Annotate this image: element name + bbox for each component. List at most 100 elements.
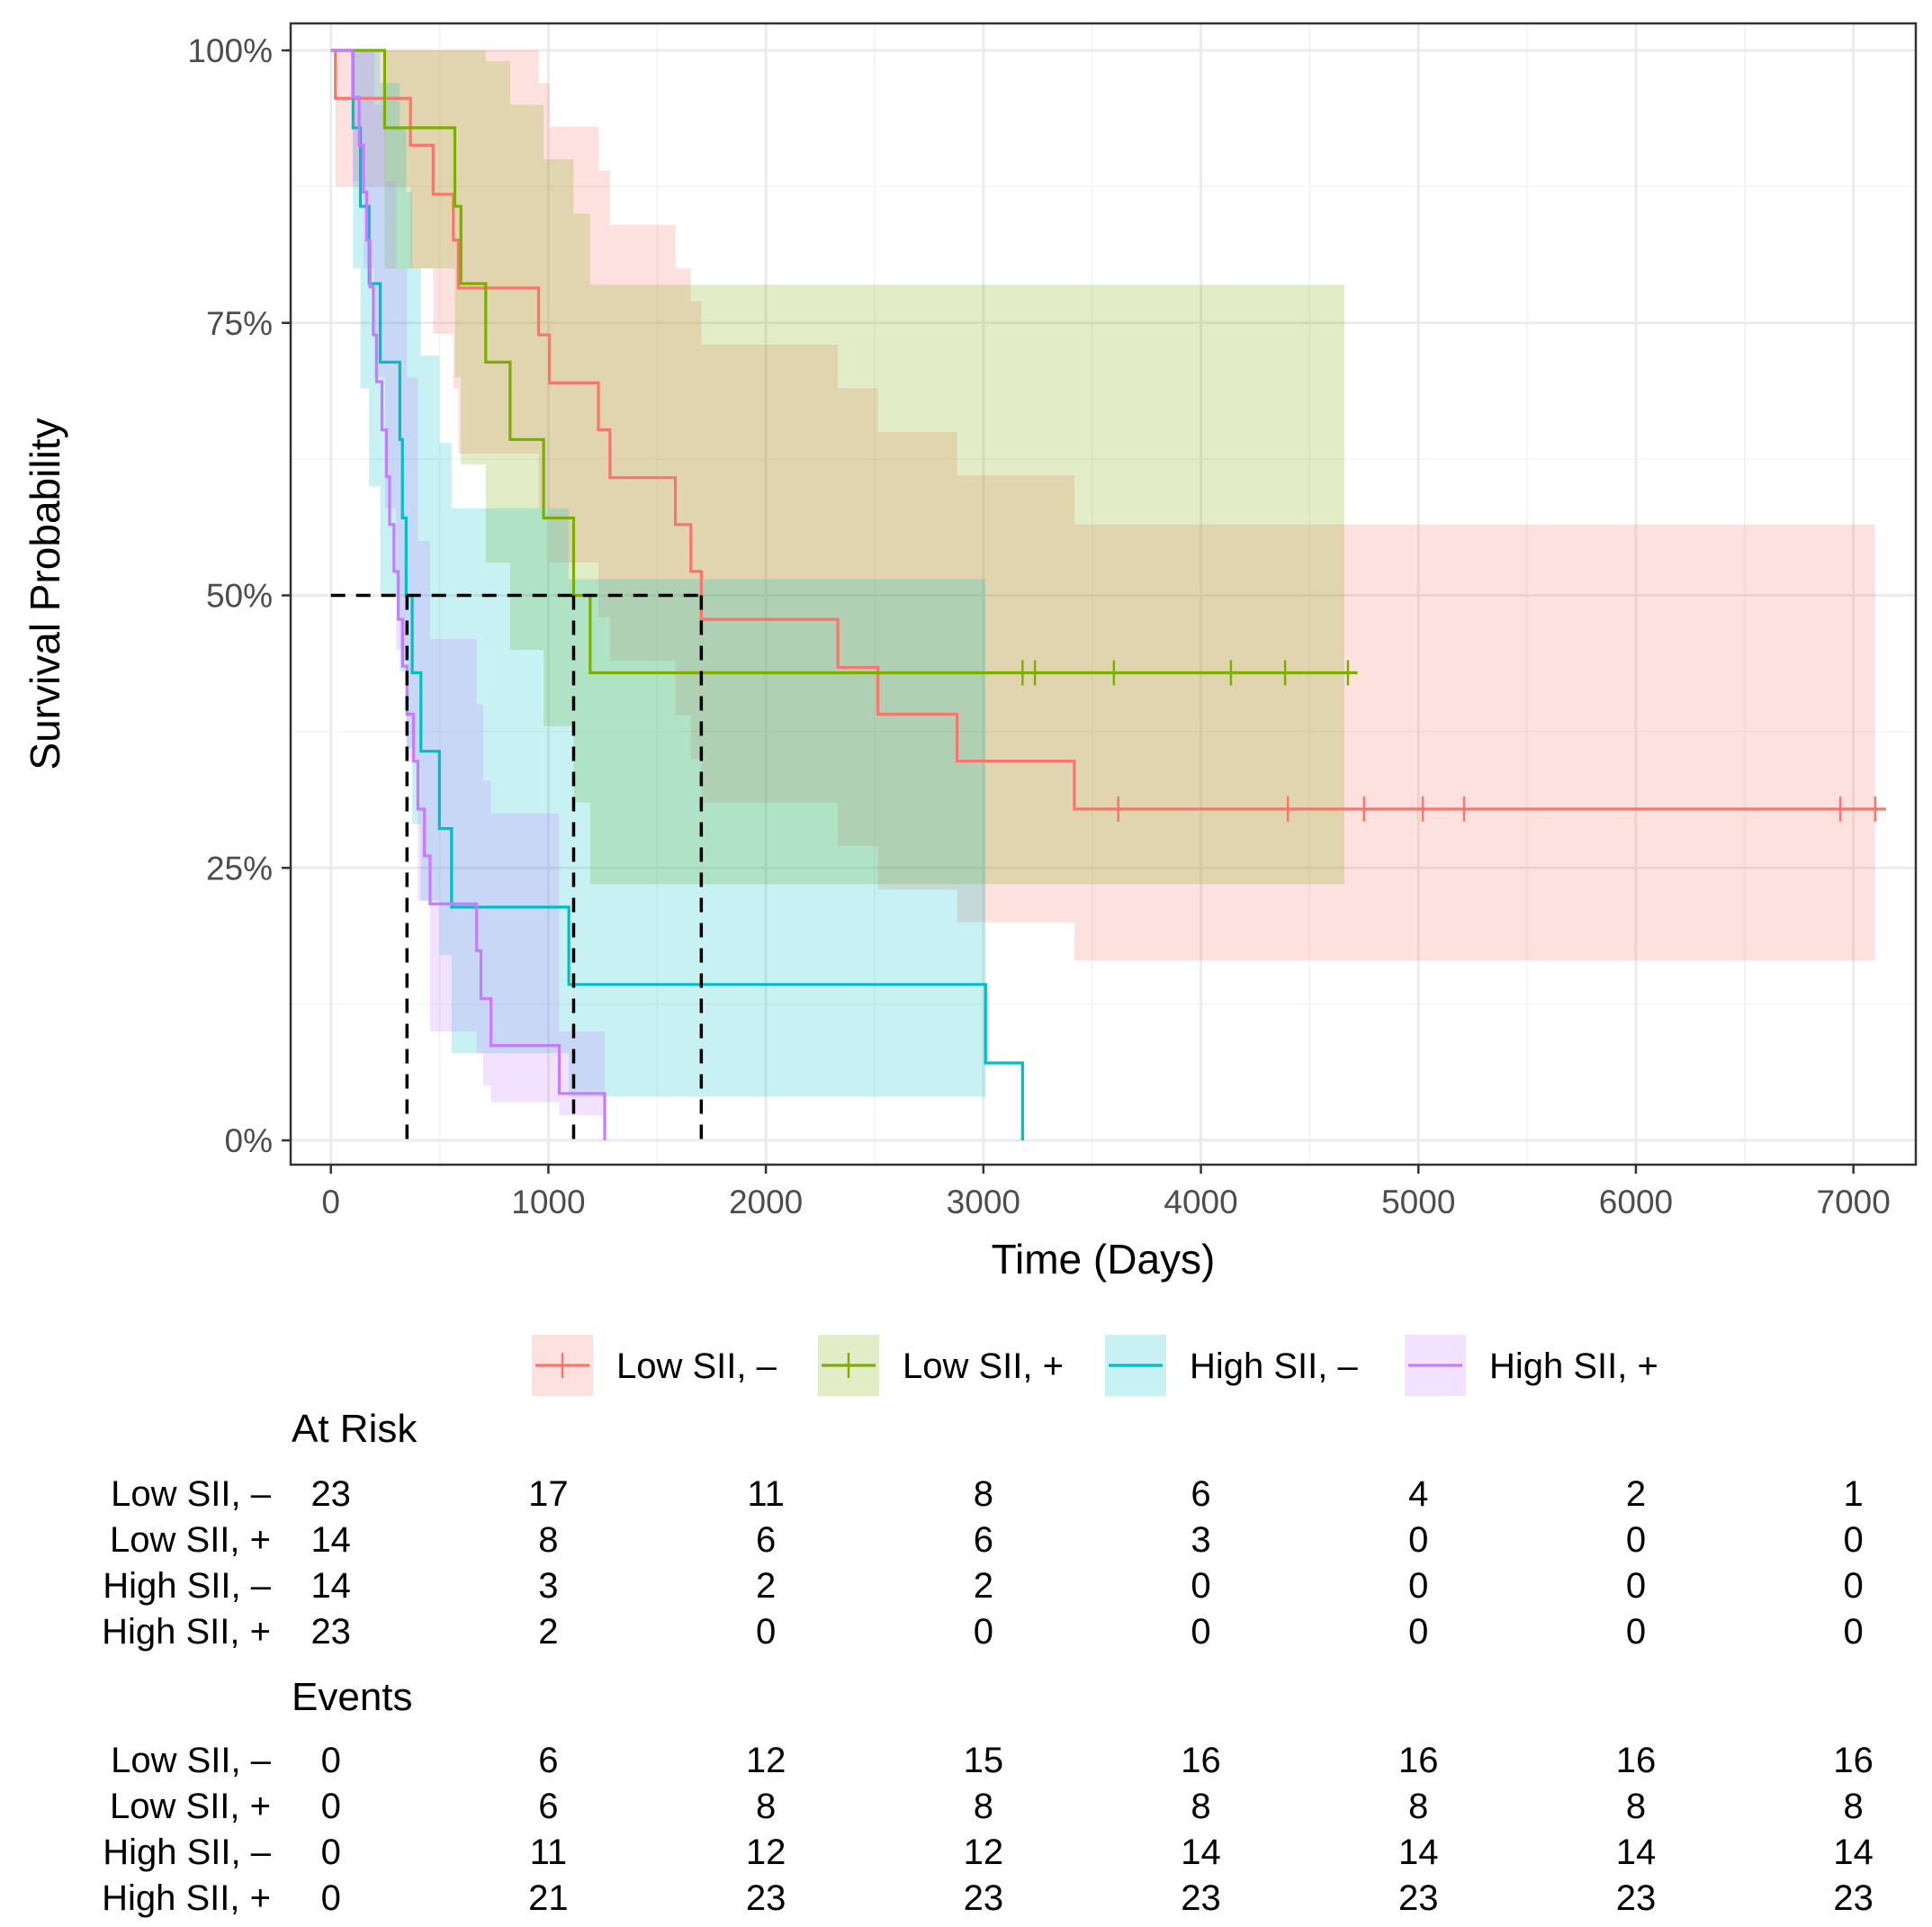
table-cell: 6 <box>538 1741 558 1780</box>
legend-item: High SII, – <box>1105 1335 1359 1396</box>
legend-item: Low SII, – <box>532 1335 777 1396</box>
table-cell: 8 <box>974 1787 993 1826</box>
table-cell: 0 <box>1626 1566 1646 1606</box>
table-cell: 8 <box>538 1520 558 1560</box>
table-cell: 16 <box>1833 1741 1874 1780</box>
table-cell: 0 <box>1626 1612 1646 1652</box>
table-cell: 23 <box>964 1878 1004 1918</box>
table-cell: 0 <box>321 1878 341 1918</box>
survival-curve-3 <box>330 49 607 1140</box>
table-cell: 12 <box>746 1832 786 1872</box>
table-cell: 14 <box>310 1566 351 1606</box>
table-row-label: High SII, – <box>103 1832 272 1872</box>
table-cell: 0 <box>321 1787 341 1826</box>
table-cell: 21 <box>528 1878 569 1918</box>
table-cell: 14 <box>1616 1832 1657 1872</box>
table-cell: 0 <box>1408 1566 1428 1606</box>
survival-curve-0 <box>330 49 1886 811</box>
table-cell: 8 <box>756 1787 776 1826</box>
table-cell: 23 <box>1833 1878 1874 1918</box>
x-tick-label: 7000 <box>1817 1184 1891 1220</box>
legend-label: Low SII, – <box>616 1346 777 1386</box>
legend-label: High SII, – <box>1190 1346 1359 1386</box>
table-cell: 12 <box>746 1741 786 1780</box>
axes: 0 1000 2000 3000 4000 5000 6000 7000 0% 25% 50% 75%… <box>187 32 1890 1220</box>
ci-band-0 <box>330 50 1875 961</box>
x-tick-label: 4000 <box>1164 1184 1237 1220</box>
x-tick-label: 0 <box>321 1184 340 1220</box>
table-cell: 6 <box>974 1520 993 1560</box>
table-cell: 23 <box>310 1612 351 1652</box>
ci-band-1 <box>330 50 1345 885</box>
table-cell: 0 <box>1844 1566 1864 1606</box>
table-cell: 23 <box>1616 1878 1657 1918</box>
table-cell: 0 <box>1191 1612 1210 1652</box>
table-cell: 3 <box>1191 1520 1210 1560</box>
table-cell: 23 <box>746 1878 786 1918</box>
table-cell: 1 <box>1844 1474 1864 1514</box>
table-cell: 0 <box>1408 1520 1428 1560</box>
table-cell: 23 <box>310 1474 351 1514</box>
table-cell: 0 <box>1191 1566 1210 1606</box>
table-cell: 23 <box>1181 1878 1221 1918</box>
table-cell: 11 <box>747 1474 785 1514</box>
table-cell: 2 <box>538 1612 558 1652</box>
table-cell: 0 <box>1844 1520 1864 1560</box>
table-cell: 8 <box>1408 1787 1428 1826</box>
table-cell: 4 <box>1408 1474 1428 1514</box>
table-cell: 12 <box>964 1832 1004 1872</box>
table-cell: 0 <box>1408 1612 1428 1652</box>
table-cell: 8 <box>1191 1787 1210 1826</box>
table-cell: 6 <box>538 1787 558 1826</box>
table-cell: 6 <box>756 1520 776 1560</box>
events_table-title: Events <box>292 1675 413 1719</box>
table-cell: 0 <box>756 1612 776 1652</box>
table-cell: 16 <box>1398 1741 1439 1780</box>
y-tick-label: 100% <box>187 32 273 69</box>
x-tick-label: 6000 <box>1599 1184 1673 1220</box>
table-cell: 16 <box>1181 1741 1221 1780</box>
risk_table-title: At Risk <box>292 1407 418 1451</box>
x-tick-label: 1000 <box>511 1184 585 1220</box>
legend: Low SII, – Low SII, + High SII, – High SII,… <box>532 1335 1658 1396</box>
table-row-label: High SII, + <box>102 1878 271 1918</box>
y-tick-label: 25% <box>206 850 273 887</box>
table-cell: 0 <box>1844 1612 1864 1652</box>
table-cell: 11 <box>530 1832 568 1872</box>
grid <box>291 23 1916 1165</box>
table-row-label: Low SII, + <box>110 1787 271 1826</box>
table-cell: 8 <box>1626 1787 1646 1826</box>
legend-label: High SII, + <box>1489 1346 1658 1386</box>
table-row-label: High SII, + <box>102 1612 271 1652</box>
ci-band-3 <box>330 50 606 1116</box>
table-cell: 23 <box>1398 1878 1439 1918</box>
table-row-label: Low SII, – <box>111 1741 272 1780</box>
x-tick-label: 5000 <box>1381 1184 1455 1220</box>
table-cell: 2 <box>974 1566 993 1606</box>
plot-border <box>289 22 1918 1166</box>
x-tick-label: 2000 <box>729 1184 803 1220</box>
y-tick-label: 0% <box>225 1122 273 1159</box>
ci-band-2 <box>330 50 986 1097</box>
table-cell: 14 <box>310 1520 351 1560</box>
table-cell: 3 <box>538 1566 558 1606</box>
table-cell: 0 <box>321 1832 341 1872</box>
y-tick-label: 50% <box>206 578 273 615</box>
table-cell: 0 <box>974 1612 993 1652</box>
legend-item: Low SII, + <box>818 1335 1064 1396</box>
table-row-label: Low SII, – <box>111 1474 272 1514</box>
table-cell: 2 <box>756 1566 776 1606</box>
median-lines <box>330 593 704 1140</box>
survival-curve-1 <box>330 49 1358 675</box>
table-row-label: High SII, – <box>103 1566 272 1606</box>
table-cell: 16 <box>1616 1741 1657 1780</box>
table-cell: 0 <box>1626 1520 1646 1560</box>
table-cell: 8 <box>1844 1787 1864 1826</box>
table-cell: 14 <box>1833 1832 1874 1872</box>
table-cell: 17 <box>528 1474 569 1514</box>
confidence-bands <box>330 50 1875 1116</box>
legend-item: High SII, + <box>1405 1335 1658 1396</box>
y-tick-label: 75% <box>206 305 273 342</box>
table-cell: 14 <box>1181 1832 1221 1872</box>
table-cell: 8 <box>974 1474 993 1514</box>
